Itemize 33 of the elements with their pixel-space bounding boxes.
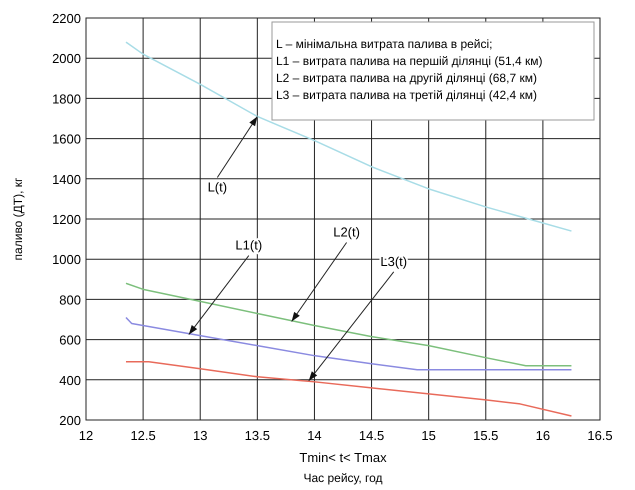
line-series bbox=[125, 360, 572, 417]
y-axis-title: паливо (ДТ), кг bbox=[11, 176, 25, 260]
y-tick-label: 2000 bbox=[52, 51, 81, 66]
x-tick-label: 14 bbox=[307, 428, 322, 443]
annotation: L1 – витрата палива на першій ділянці (51,4 км) bbox=[276, 54, 543, 68]
y-tick-label: 800 bbox=[59, 292, 81, 308]
annotation: L2 – витрата палива на другій ділянці (68,7 км) bbox=[276, 71, 537, 85]
annotation: L(t) bbox=[208, 179, 228, 194]
y-tick-label: 400 bbox=[59, 372, 81, 388]
x-tick-label: 12 bbox=[78, 428, 94, 443]
x-tick-label: 13.5 bbox=[244, 428, 270, 443]
annotation: L – мінімальна витрата палива в рейсі; bbox=[276, 37, 493, 51]
x-tick-label: 13 bbox=[192, 428, 208, 443]
annotation: L3 – витрата палива на третій ділянці (42,4 км) bbox=[276, 88, 537, 102]
line-series bbox=[125, 282, 572, 366]
x-tick-label: 15 bbox=[421, 428, 436, 443]
y-tick-label: 1400 bbox=[52, 172, 81, 187]
y-tick-label: 200 bbox=[59, 413, 81, 428]
x-tick-label: 14.5 bbox=[358, 428, 384, 443]
x-tick-label: 16.5 bbox=[587, 428, 613, 443]
x-tick-label: 12.5 bbox=[130, 428, 156, 443]
x-axis-title: Tmin< t< Tmax bbox=[299, 450, 388, 465]
line-series bbox=[125, 316, 572, 370]
x-tick-label: 15.5 bbox=[473, 428, 498, 443]
text: Час рейсу, год bbox=[303, 471, 383, 485]
y-tick-label: 1200 bbox=[52, 212, 81, 227]
y-tick-label: 1800 bbox=[52, 91, 81, 106]
y-tick-label: 2200 bbox=[52, 11, 81, 26]
x-tick-label: 16 bbox=[536, 428, 550, 443]
annotation: L2(t) bbox=[333, 224, 360, 240]
y-tick-label: 600 bbox=[59, 332, 81, 348]
y-tick-label: 1000 bbox=[52, 252, 81, 268]
y-tick-label: 1600 bbox=[52, 132, 81, 147]
